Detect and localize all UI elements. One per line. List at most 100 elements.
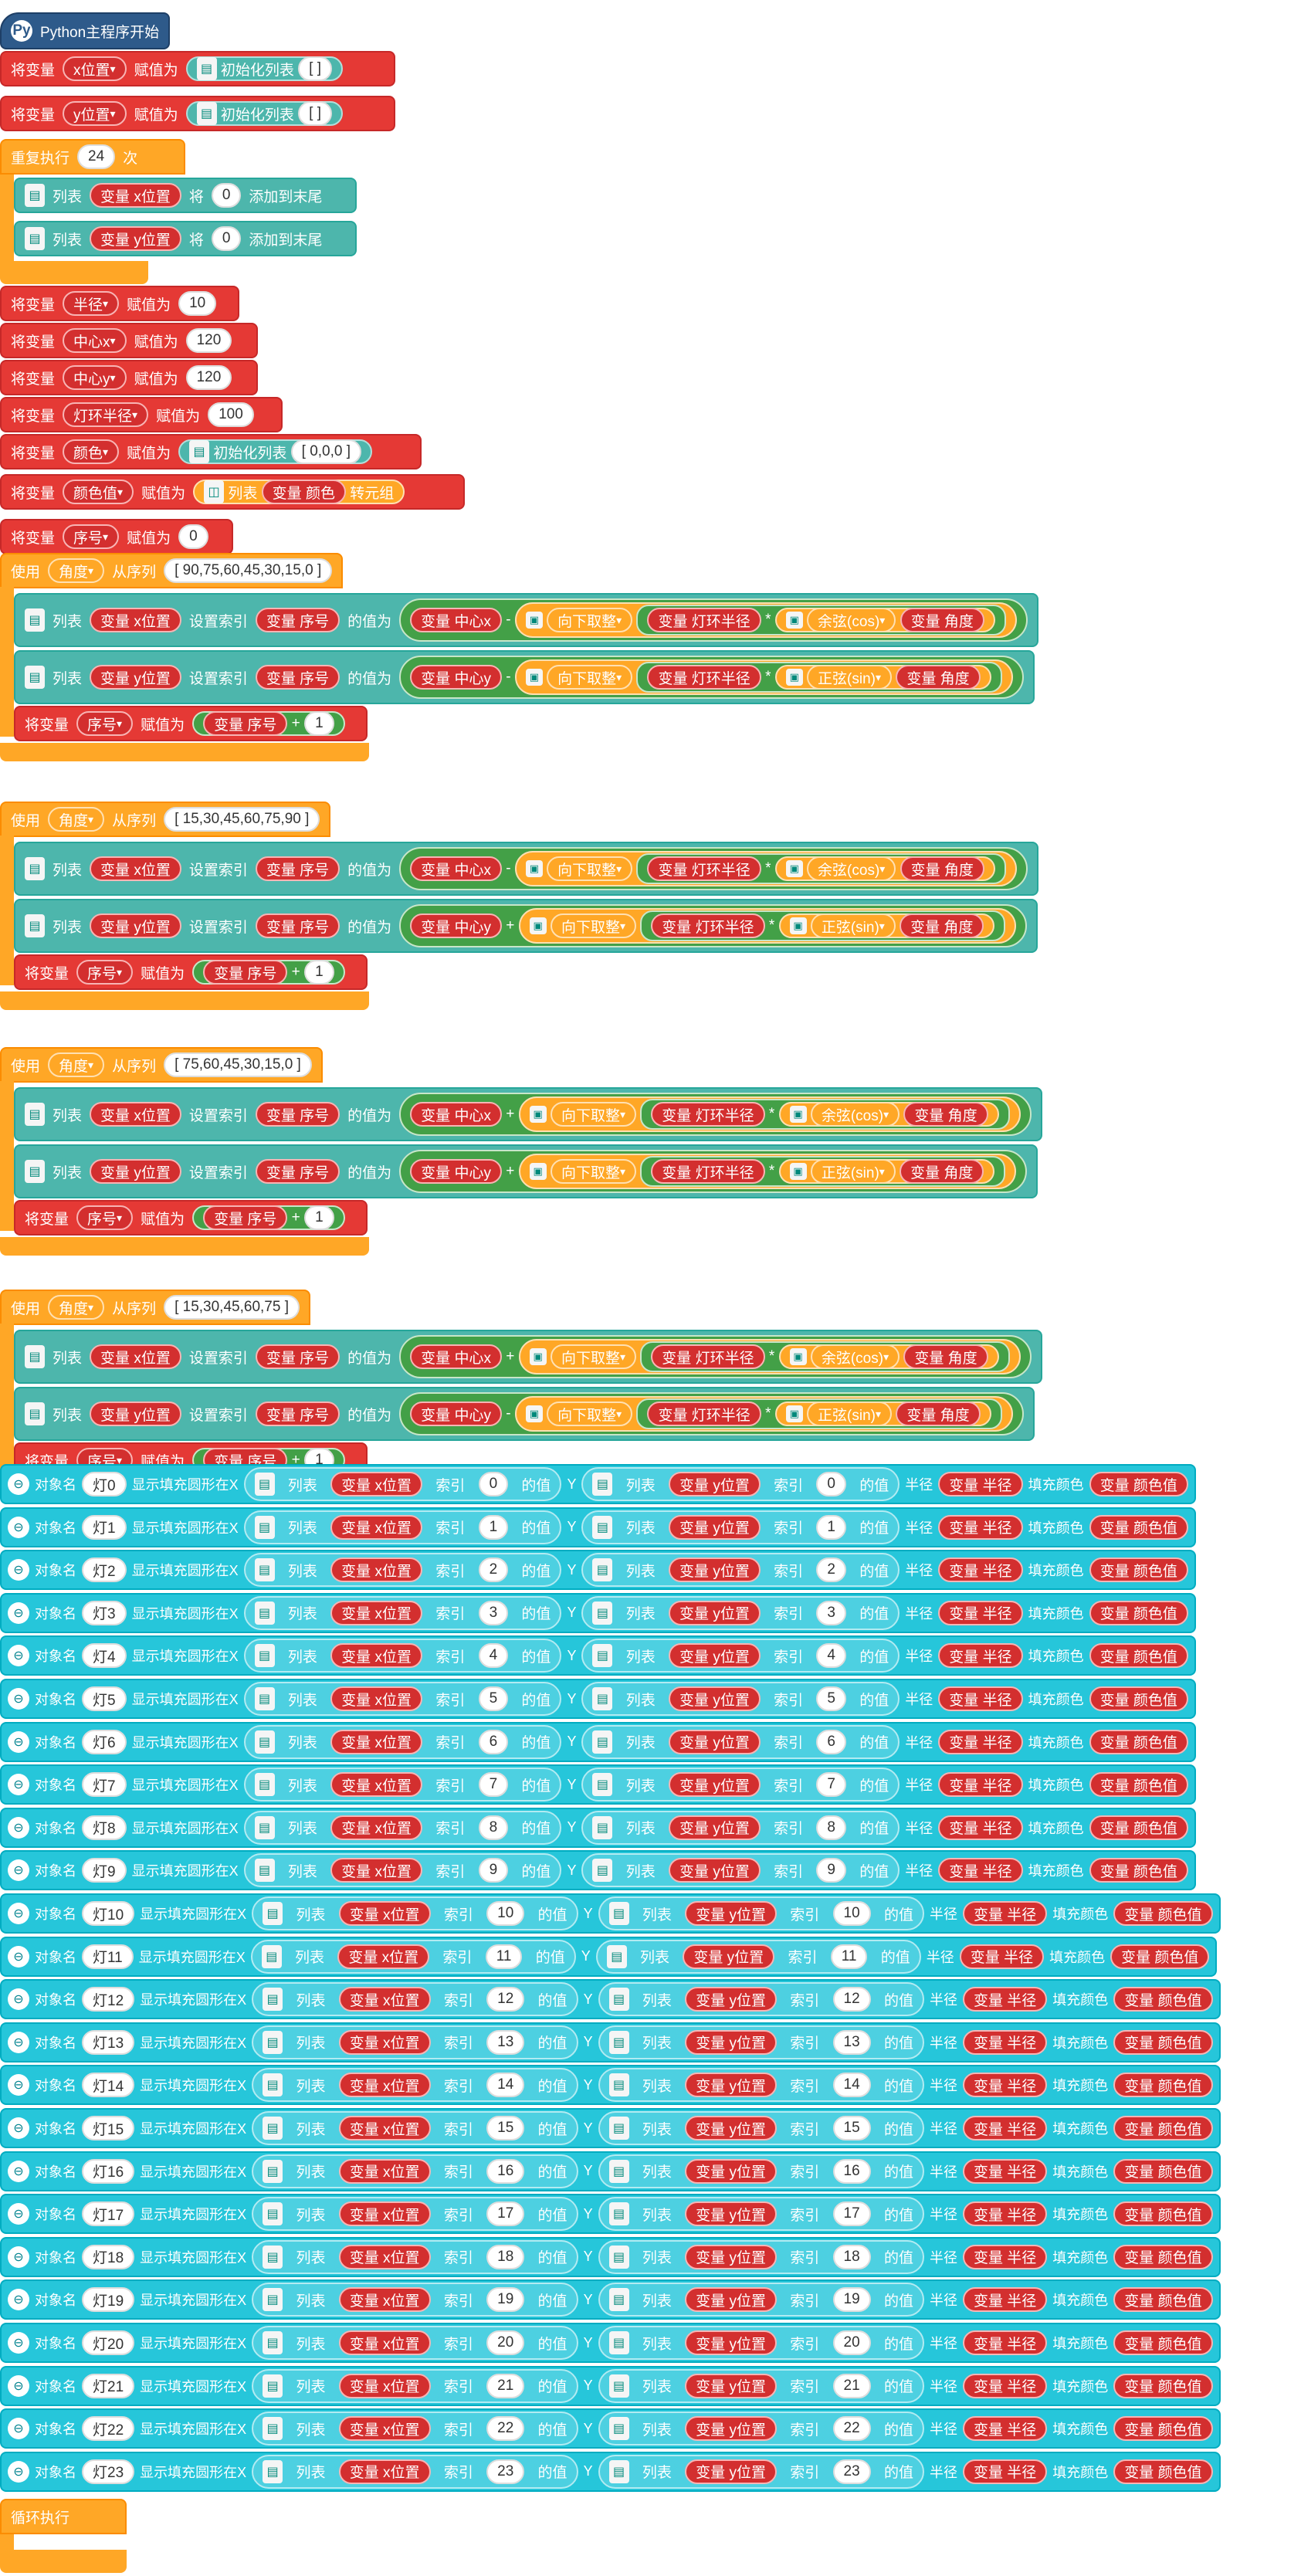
arith-block[interactable]: 变量 中心y + ▣ 向下取整 变量 灯环半径 * ▣ 正弦(sin) 变量 角… bbox=[399, 1150, 1028, 1193]
sequence-input[interactable]: [ 90,75,60,45,30,15,0 ] bbox=[164, 558, 333, 583]
arith-block[interactable]: 变量 中心x - ▣ 向下取整 变量 灯环半径 * ▣ 余弦(cos) 变量 角… bbox=[399, 847, 1028, 890]
index-input[interactable]: 15 bbox=[832, 2116, 871, 2140]
to-tuple-block[interactable]: ◫ 列表 变量 颜色 转元组 bbox=[193, 480, 405, 504]
list-get-block[interactable]: ▤ 列表 变量 x位置 索引 11 的值 bbox=[250, 1939, 576, 1974]
floor-block[interactable]: ▣ 向下取整 变量 灯环半径 * ▣ 正弦(sin) 变量 角度 bbox=[514, 659, 1013, 695]
multiply-block[interactable]: 变量 灯环半径 * ▣ 正弦(sin) 变量 角度 bbox=[636, 662, 1002, 693]
set-cx-block[interactable]: 将变量中心x赋值为120 bbox=[0, 323, 258, 358]
var-ypos[interactable]: 变量 y位置 bbox=[683, 1944, 775, 1969]
draw-filled-circle-block[interactable]: ⊖ 对象名 灯6 显示填充圆形在X ▤ 列表 变量 x位置 索引 6 的值 Y ▤ 列表 变… bbox=[0, 1721, 1196, 1762]
var-ypos[interactable]: 变量 y位置 bbox=[669, 1600, 761, 1625]
index-input[interactable]: 7 bbox=[816, 1772, 846, 1798]
var-cx[interactable]: 变量 中心x bbox=[410, 1102, 502, 1127]
var-dropdown[interactable]: 颜色 bbox=[63, 439, 120, 464]
index-input[interactable]: 2 bbox=[478, 1557, 509, 1583]
trig-block[interactable]: ▣ 正弦(sin) 变量 角度 bbox=[778, 1159, 995, 1184]
var-cy[interactable]: 变量 中心y bbox=[410, 665, 502, 690]
multiply-block[interactable]: 变量 灯环半径 * ▣ 余弦(cos) 变量 角度 bbox=[640, 1099, 1010, 1130]
list-get-block[interactable]: ▤ 列表 变量 y位置 索引 11 的值 bbox=[595, 1939, 921, 1974]
list-get-block[interactable]: ▤ 列表 变量 y位置 索引 19 的值 bbox=[598, 2283, 924, 2317]
var-cx[interactable]: 变量 中心x bbox=[410, 608, 502, 632]
trig-block[interactable]: ▣ 余弦(cos) 变量 角度 bbox=[774, 608, 995, 632]
list-get-block[interactable]: ▤ 列表 变量 y位置 索引 18 的值 bbox=[598, 2239, 924, 2274]
var-ring[interactable]: 变量 灯环半径 bbox=[647, 608, 761, 632]
var-dropdown[interactable]: 序号 bbox=[76, 1205, 134, 1230]
object-name-input[interactable]: 灯6 bbox=[82, 1729, 127, 1754]
index-input[interactable]: 8 bbox=[816, 1815, 846, 1840]
var-radius[interactable]: 变量 半径 bbox=[962, 2201, 1048, 2227]
draw-filled-circle-block[interactable]: ⊖ 对象名 灯17 显示填充圆形在X ▤ 列表 变量 x位置 索引 17 的值 Y ▤ 列表… bbox=[0, 2194, 1221, 2235]
list-get-block[interactable]: ▤ 列表 变量 x位置 索引 16 的值 bbox=[252, 2154, 578, 2188]
draw-filled-circle-block[interactable]: ⊖ 对象名 灯0 显示填充圆形在X ▤ 列表 变量 x位置 索引 0 的值 Y ▤ 列表 变… bbox=[0, 1464, 1196, 1504]
object-name-input[interactable]: 灯8 bbox=[82, 1815, 127, 1840]
var-radius[interactable]: 变量 半径 bbox=[938, 1514, 1023, 1540]
draw-filled-circle-block[interactable]: ⊖ 对象名 灯19 显示填充圆形在X ▤ 列表 变量 x位置 索引 19 的值 Y ▤ 列表… bbox=[0, 2279, 1221, 2320]
value-input[interactable]: 0 bbox=[178, 524, 208, 549]
set-color-block[interactable]: 将变量颜色赋值为 ▤ 初始化列表 [ 0,0,0 ] bbox=[0, 434, 422, 469]
var-dropdown[interactable]: 序号 bbox=[63, 524, 120, 549]
var-dropdown[interactable]: x位置 bbox=[63, 56, 127, 81]
floor-dropdown[interactable]: 向下取整 bbox=[547, 665, 633, 690]
init-list-block[interactable]: ▤ 初始化列表 [ 0,0,0 ] bbox=[178, 439, 373, 464]
multiply-block[interactable]: 变量 灯环半径 * ▣ 余弦(cos) 变量 角度 bbox=[636, 853, 1006, 884]
floor-dropdown[interactable]: 向下取整 bbox=[547, 608, 633, 632]
var-ypos[interactable]: 变量 y位置 bbox=[685, 2073, 777, 2098]
var-colorval[interactable]: 变量 颜色值 bbox=[1113, 2287, 1213, 2313]
index-input[interactable]: 22 bbox=[486, 2416, 525, 2442]
object-name-input[interactable]: 灯4 bbox=[82, 1643, 127, 1669]
var-radius[interactable]: 变量 半径 bbox=[938, 1815, 1023, 1840]
var-ring[interactable]: 变量 灯环半径 bbox=[651, 913, 765, 938]
set-ypos-block[interactable]: 将变量 y位置 赋值为 ▤ 初始化列表 [ ] bbox=[0, 96, 395, 131]
index-input[interactable]: 23 bbox=[486, 2459, 525, 2484]
trig-dropdown[interactable]: 余弦(cos) bbox=[807, 608, 896, 632]
trig-block[interactable]: ▣ 正弦(sin) 变量 角度 bbox=[774, 665, 991, 690]
var-dropdown[interactable]: 角度 bbox=[48, 1052, 105, 1077]
var-ypos[interactable]: 变量 y位置 bbox=[669, 1514, 761, 1540]
var-colorval[interactable]: 变量 颜色值 bbox=[1089, 1729, 1188, 1754]
var-dropdown[interactable]: 中心y bbox=[63, 365, 127, 390]
multiply-block[interactable]: 变量 灯环半径 * ▣ 余弦(cos) 变量 角度 bbox=[636, 605, 1006, 636]
list-get-block[interactable]: ▤ 列表 变量 x位置 索引 21 的值 bbox=[252, 2368, 578, 2403]
floor-dropdown[interactable]: 向下取整 bbox=[547, 856, 633, 881]
list-get-block[interactable]: ▤ 列表 变量 x位置 索引 18 的值 bbox=[252, 2239, 578, 2274]
var-colorval[interactable]: 变量 颜色值 bbox=[1113, 2373, 1213, 2398]
var-dropdown[interactable]: 序号 bbox=[76, 711, 134, 736]
var-ypos[interactable]: 变量 y位置 bbox=[685, 1901, 777, 1926]
var-dropdown[interactable]: 灯环半径 bbox=[63, 402, 149, 427]
var-ypos[interactable]: 变量 y位置 bbox=[669, 1557, 761, 1583]
list-get-block[interactable]: ▤ 列表 变量 x位置 索引 1 的值 bbox=[243, 1510, 562, 1544]
arith-block[interactable]: 变量 中心y + ▣ 向下取整 变量 灯环半径 * ▣ 正弦(sin) 变量 角… bbox=[399, 904, 1028, 947]
var-angle[interactable]: 变量 角度 bbox=[896, 1402, 981, 1426]
multiply-block[interactable]: 变量 灯环半径 * ▣ 正弦(sin) 变量 角度 bbox=[636, 1398, 1002, 1429]
value-input[interactable]: 100 bbox=[208, 402, 254, 427]
floor-dropdown[interactable]: 向下取整 bbox=[550, 1159, 636, 1184]
trig-dropdown[interactable]: 余弦(cos) bbox=[807, 856, 896, 881]
var-ypos[interactable]: 变量 y位置 bbox=[669, 1815, 761, 1840]
var-seq[interactable]: 变量 序号 bbox=[203, 1205, 288, 1230]
var-radius[interactable]: 变量 半径 bbox=[962, 2073, 1048, 2098]
object-name-input[interactable]: 灯9 bbox=[82, 1858, 127, 1883]
list-get-block[interactable]: ▤ 列表 变量 y位置 索引 8 的值 bbox=[581, 1810, 900, 1845]
draw-filled-circle-block[interactable]: ⊖ 对象名 灯12 显示填充圆形在X ▤ 列表 变量 x位置 索引 12 的值 Y ▤ 列表… bbox=[0, 1979, 1221, 2020]
var-ypos[interactable]: 变量 y位置 bbox=[669, 1643, 761, 1669]
value-input[interactable]: 0 bbox=[211, 226, 242, 251]
draw-filled-circle-block[interactable]: ⊖ 对象名 灯18 显示填充圆形在X ▤ 列表 变量 x位置 索引 18 的值 Y ▤ 列表… bbox=[0, 2236, 1221, 2277]
list-get-block[interactable]: ▤ 列表 变量 x位置 索引 0 的值 bbox=[243, 1467, 562, 1501]
var-dropdown[interactable]: 颜色值 bbox=[63, 480, 134, 504]
floor-dropdown[interactable]: 向下取整 bbox=[550, 1344, 636, 1369]
var-ypos[interactable]: 变量 y位置 bbox=[685, 2459, 777, 2484]
value-input[interactable]: 1 bbox=[304, 711, 334, 736]
list-get-block[interactable]: ▤ 列表 变量 x位置 索引 23 的值 bbox=[252, 2454, 578, 2489]
var-ypos[interactable]: 变量 y位置 bbox=[685, 2416, 777, 2442]
arith-block[interactable]: 变量 中心x + ▣ 向下取整 变量 灯环半径 * ▣ 余弦(cos) 变量 角… bbox=[399, 1335, 1032, 1378]
var-ypos[interactable]: 变量 y位置 bbox=[90, 1159, 181, 1184]
trig-block[interactable]: ▣ 余弦(cos) 变量 角度 bbox=[778, 1102, 999, 1127]
var-seq[interactable]: 变量 序号 bbox=[255, 913, 340, 938]
var-ypos[interactable]: 变量 y位置 bbox=[685, 2330, 777, 2355]
var-xpos[interactable]: 变量 x位置 bbox=[330, 1772, 422, 1798]
object-name-input[interactable]: 灯23 bbox=[82, 2459, 135, 2484]
index-input[interactable]: 5 bbox=[478, 1686, 509, 1711]
index-input[interactable]: 12 bbox=[832, 1987, 871, 2012]
